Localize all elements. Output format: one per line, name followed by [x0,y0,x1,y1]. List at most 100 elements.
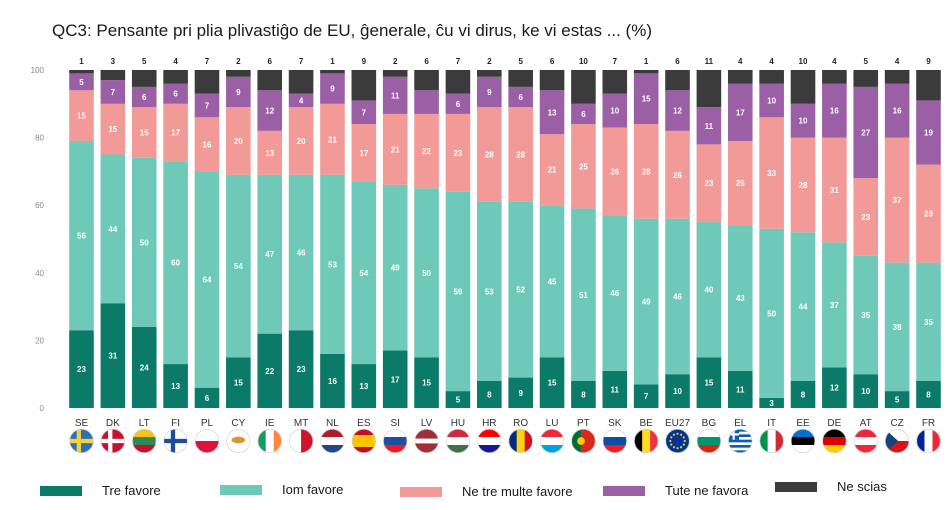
flag-border [728,428,753,453]
flag-border [916,428,941,453]
data-label: 13 [171,382,180,391]
data-label: 26 [673,171,682,180]
top-data-label: 10 [799,57,808,66]
flag-border [634,428,659,453]
legend-swatch-tute-ne [603,485,645,496]
bar-segment-ne-tre-multe [696,144,722,223]
data-label: 17 [736,108,745,117]
data-label: 15 [422,379,431,388]
bar-segment-tre-favore [571,380,596,408]
bar-segment-iom-favore [414,188,439,358]
x-tick-label: SE [75,418,89,429]
bar-segment-tre-favore [477,380,502,408]
bar-segment-ne-scias [100,70,126,81]
bar-segment-tre-favore [226,357,251,408]
data-label: 7 [205,101,210,110]
legend-label-iom-favore: Iom favore [282,482,344,497]
bar-segment-ne-scias [69,70,94,74]
bar-segment-ne-tre-multe [477,107,502,202]
x-tick-label: IE [265,418,275,429]
top-data-label: 2 [393,57,398,66]
data-label: 28 [799,181,808,190]
bar-segment-tre-favore [382,350,408,408]
legend-label-tre-favore: Tre favore [102,483,161,498]
bar-segment-ne-tre-multe [382,113,408,185]
data-label: 50 [767,309,776,318]
data-label: 59 [453,287,462,296]
flag-it-icon [759,429,784,453]
data-label: 17 [171,129,180,138]
x-tick-label: AT [860,418,872,429]
x-tick-label: IT [767,418,776,429]
bar-segment-ne-scias [320,70,345,74]
flag-nl-icon [320,429,345,453]
data-label: 15 [140,129,149,138]
bar-segment-ne-scias [508,70,533,87]
top-data-label: 6 [424,57,429,66]
top-data-label: 6 [267,57,272,66]
x-tick-label: LV [421,418,433,429]
top-data-label: 6 [550,57,555,66]
top-data-label: 4 [738,57,743,66]
bar-segment-iom-favore [822,242,847,368]
flag-border [257,428,282,453]
bar-segment-ne-tre-multe [288,107,314,175]
data-label: 52 [516,286,525,295]
x-tick-label: BG [702,418,717,429]
bar-segment-tute-ne [69,73,94,91]
x-tick-label: FI [171,418,180,429]
bar-segment-ne-tre-multe [853,178,879,256]
bar-segment-iom-favore [696,222,722,358]
flag-pl-icon [194,429,219,453]
bar-segment-tute-ne [320,73,345,104]
data-label: 38 [893,323,902,332]
flag-lv-icon [414,429,439,453]
flag-border [696,428,721,453]
bar-segment-tute-ne [822,83,847,138]
data-label: 4 [299,96,304,105]
data-label: 50 [140,238,149,247]
flag-border [445,428,470,453]
data-label: 31 [830,186,839,195]
bar-segment-ne-scias [916,70,941,101]
bar-segment-iom-favore [571,208,596,381]
flag-border [383,428,408,453]
bar-segment-ne-scias [163,70,188,84]
top-data-label: 9 [362,57,367,66]
bar-segment-iom-favore [288,174,314,331]
data-label: 31 [108,352,117,361]
bar-segment-iom-favore [853,255,879,375]
bar-segment-tute-ne [696,107,722,145]
data-label: 35 [861,311,870,320]
data-label: 28 [642,167,651,176]
data-label: 5 [895,396,900,405]
data-label: 8 [581,390,586,399]
legend-swatch-ne-tre-multe [400,486,442,497]
bar-segment-ne-tre-multe [69,90,94,141]
bar-segment-ne-tre-multe [163,103,188,162]
data-label: 9 [236,88,241,97]
top-data-label: 1 [644,57,649,66]
flag-lt-icon [132,429,157,453]
flag-border [602,428,627,453]
bar-segment-tute-ne [445,93,471,114]
data-label: 37 [830,301,839,310]
data-label: 17 [359,149,368,158]
data-label: 13 [359,382,368,391]
top-data-label: 7 [613,57,618,66]
data-label: 13 [548,108,557,117]
data-label: 21 [548,166,557,175]
flag-border [69,428,94,453]
top-data-label: 10 [579,57,588,66]
data-label: 11 [391,91,400,100]
bar-segment-tute-ne [288,93,314,108]
bar-segment-tute-ne [414,90,439,114]
data-label: 45 [548,277,557,286]
legend-item-tre-favore: Tre favore [40,483,161,498]
data-label: 7 [362,108,367,117]
flag-border [132,428,157,453]
bar-segment-ne-tre-multe [257,130,283,175]
flag-ee-icon [791,429,816,453]
data-label: 15 [108,125,117,134]
bar-segment-tre-favore [257,333,283,408]
